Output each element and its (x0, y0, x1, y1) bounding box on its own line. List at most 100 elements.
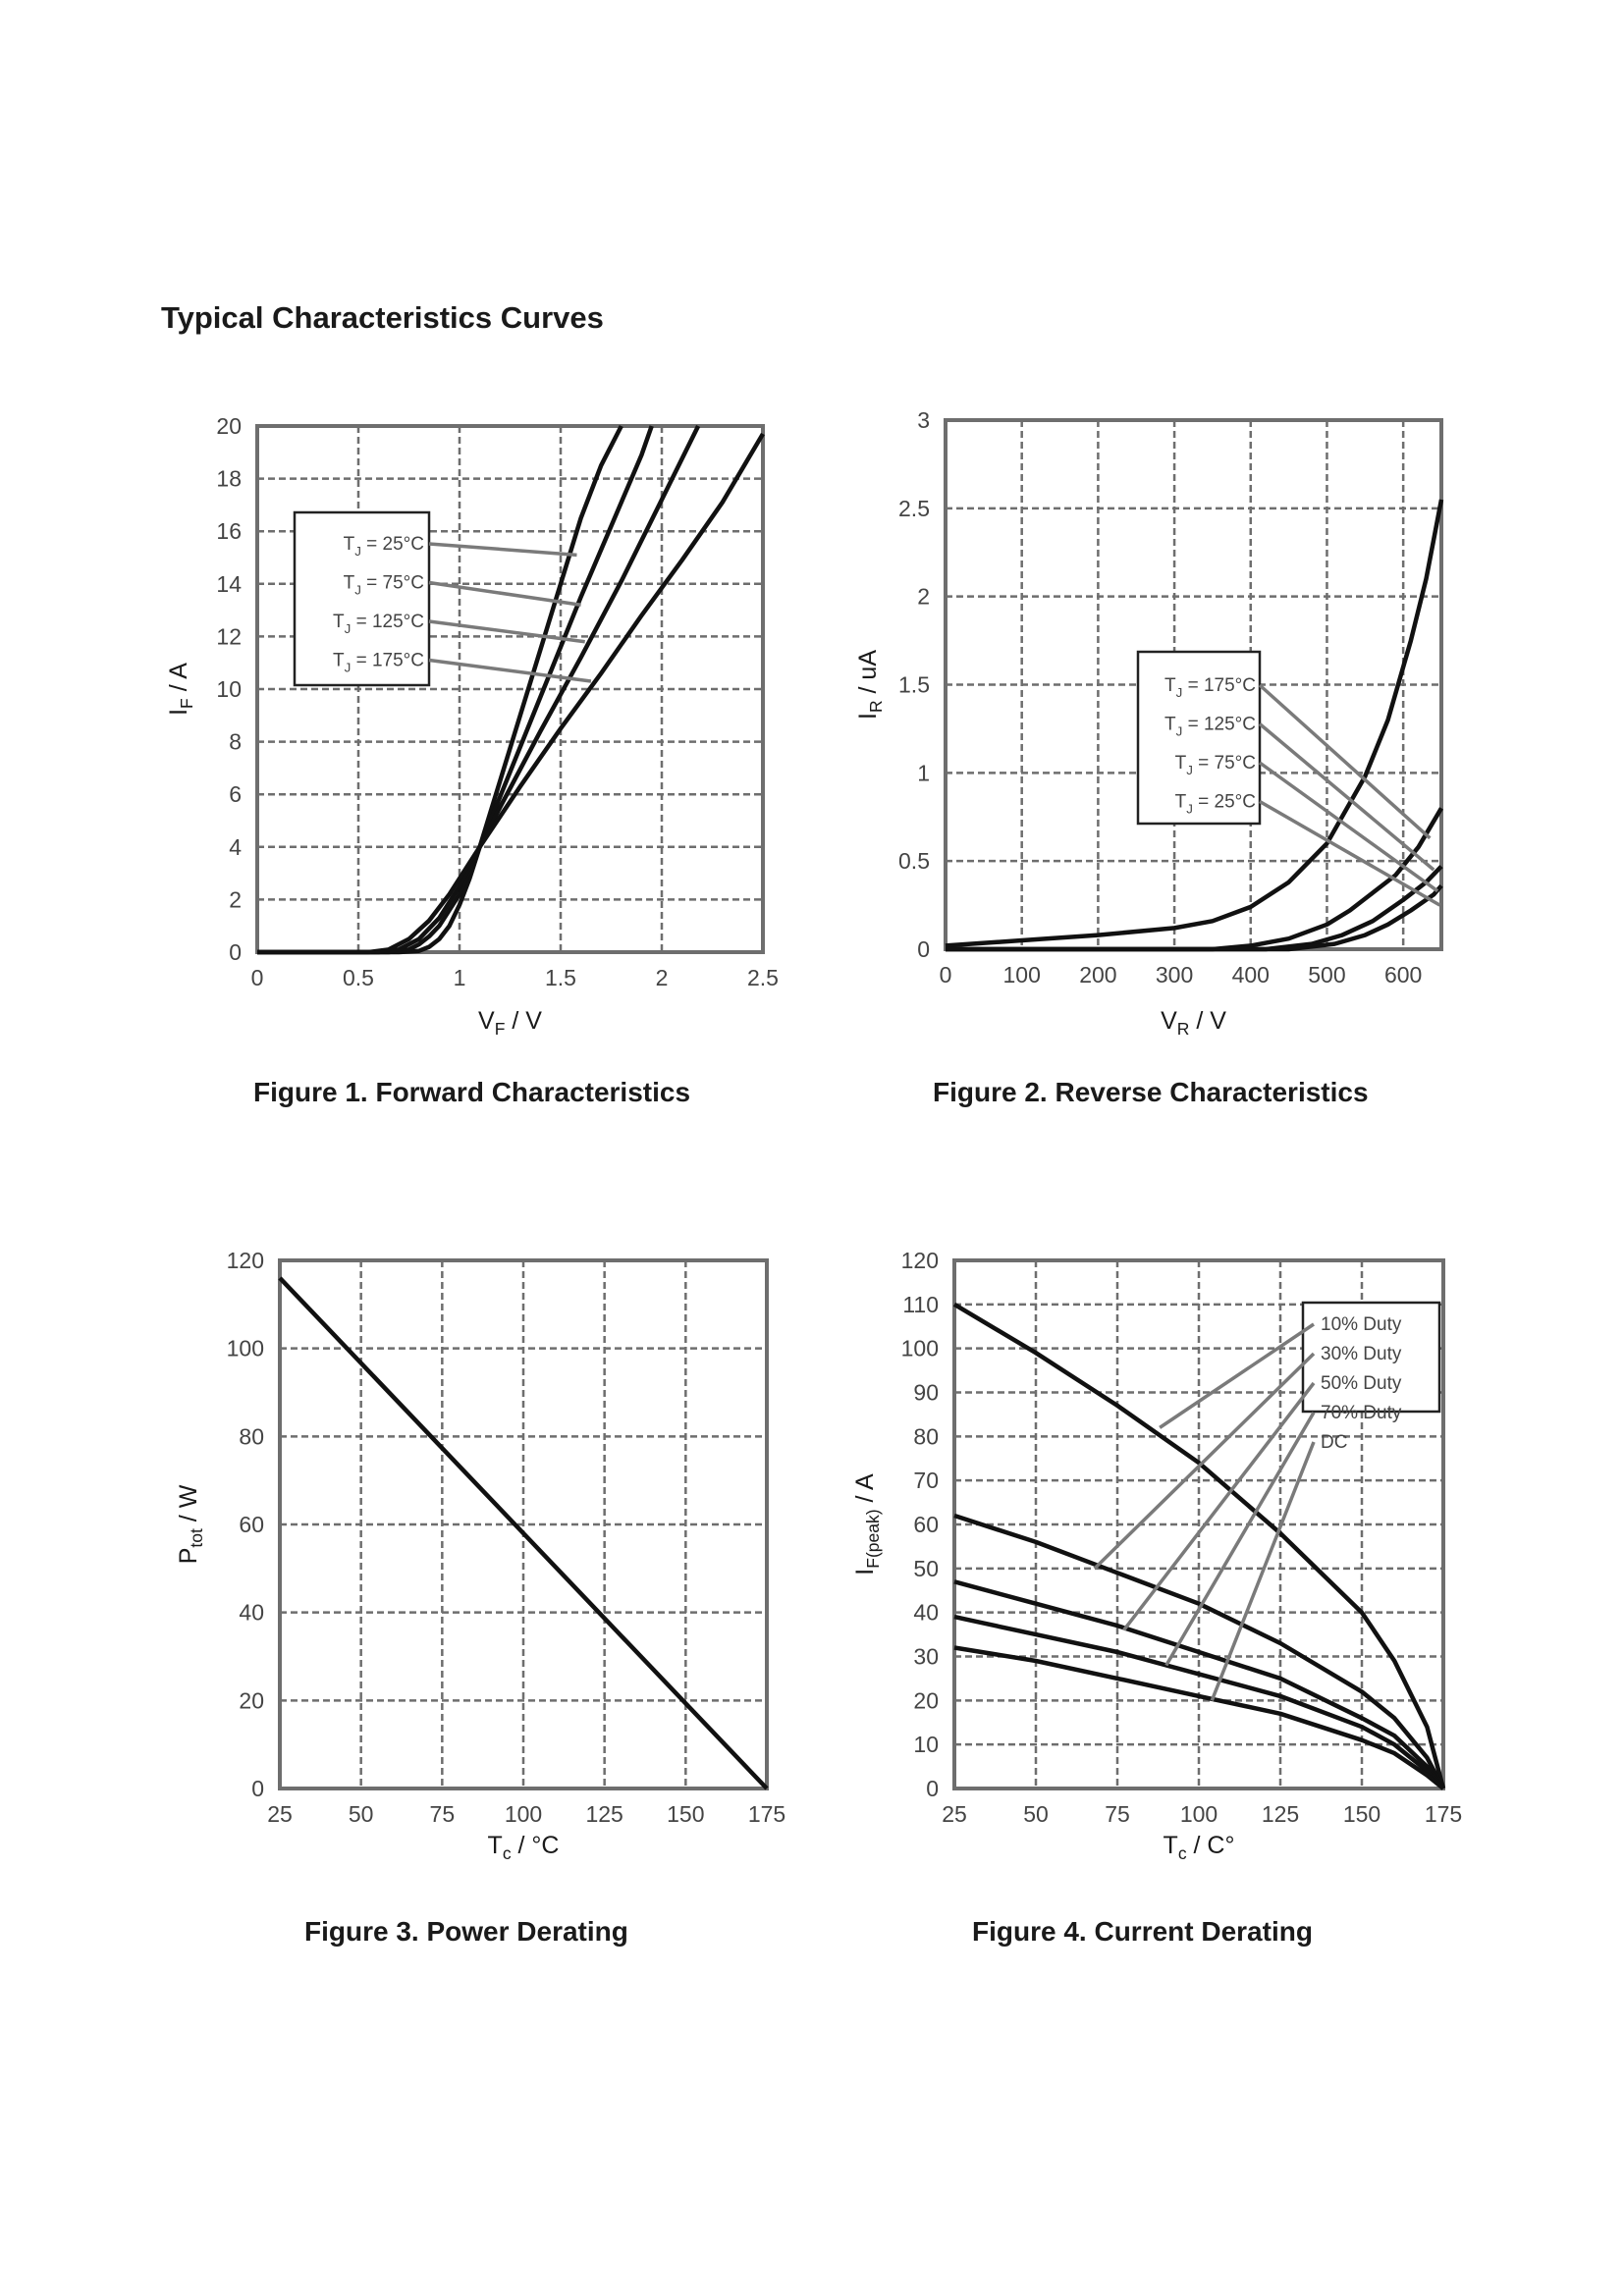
legend-box (1136, 650, 1262, 826)
y-tick-label: 120 (227, 1248, 264, 1273)
series-line (278, 1276, 769, 1790)
y-tick-label: 40 (239, 1600, 264, 1626)
legend-leader-line (1259, 799, 1441, 907)
x-tick-label: 0.5 (343, 965, 374, 990)
y-tick-label: 4 (229, 834, 242, 860)
legend-box (1301, 1301, 1441, 1414)
legend-entry: TJ = 75°C (1175, 753, 1256, 777)
y-tick-label: 100 (227, 1336, 264, 1362)
figure-2-caption: Figure 2. Reverse Characteristics (933, 1077, 1369, 1107)
y-tick-label: 2.5 (898, 496, 930, 521)
x-tick-label: 200 (1079, 962, 1116, 988)
y-tick-label: 110 (902, 1292, 939, 1317)
legend-entry: 70% Duty (1321, 1403, 1402, 1423)
x-tick-label: 2.5 (747, 965, 779, 990)
page-heading: Typical Characteristics Curves (161, 300, 604, 335)
y-tick-label: 2 (917, 584, 930, 610)
y-tick-label: 60 (913, 1512, 939, 1537)
x-tick-label: 25 (942, 1801, 967, 1827)
x-tick-label: 1.5 (545, 965, 576, 990)
x-tick-label: 150 (667, 1801, 704, 1827)
y-tick-label: 0 (917, 936, 930, 962)
y-axis-title: IR / uA (854, 650, 886, 720)
legend-leader-line (1258, 722, 1435, 872)
series-line (953, 1513, 1445, 1790)
x-tick-label: 2 (656, 965, 669, 990)
legend-entry: DC (1321, 1432, 1347, 1453)
legend-entry: 30% Duty (1321, 1344, 1402, 1364)
series-line (953, 1645, 1445, 1790)
figure-1-caption: Figure 1. Forward Characteristics (253, 1077, 691, 1107)
legend-leader-line (1258, 761, 1439, 893)
y-tick-label: 0 (229, 939, 242, 965)
x-tick-label: 300 (1156, 962, 1193, 988)
legend-leader-line (428, 658, 592, 683)
y-tick-label: 90 (913, 1380, 939, 1406)
figure-3-caption: Figure 3. Power Derating (304, 1916, 628, 1947)
y-tick-label: 20 (913, 1687, 939, 1713)
x-tick-label: 75 (1105, 1801, 1130, 1827)
plot-frame (952, 1258, 1445, 1790)
series-line (946, 807, 1443, 952)
y-tick-label: 20 (216, 413, 242, 439)
y-tick-label: 70 (913, 1468, 939, 1493)
power-derating-plot: 25 50 75 100 125 150 175 0 20 40 60 80 100 120 Tc / °C… (175, 1248, 785, 1863)
forward-characteristics-plot: 0 0.5 1 1.5 2 2.5 0 2 4 6 8 10 12 14 16 18 20 VF / V IF / … (165, 413, 779, 1039)
x-axis-title: VR / V (1161, 1007, 1226, 1039)
x-tick-label: 100 (505, 1801, 542, 1827)
power-derating-chart: 25 50 75 100 125 150 175 0 20 40 60 80 100 120 Tc / °C… (0, 1148, 812, 2296)
series-line (952, 1302, 1446, 1789)
legend-entry: TJ = 125°C (1164, 715, 1256, 739)
legend-leader-line (428, 542, 577, 558)
y-tick-label: 8 (229, 729, 242, 755)
y-tick-label: 14 (216, 571, 242, 597)
legend-entry: 50% Duty (1321, 1373, 1402, 1394)
legend-entry: TJ = 25°C (344, 534, 424, 559)
x-tick-label: 175 (1425, 1801, 1462, 1827)
x-axis-title: Tc / °C (488, 1832, 560, 1863)
x-tick-label: 600 (1384, 962, 1422, 988)
current-derating-plot: 25 50 75 100 125 150 175 0 10 20 30 40 50 60 70 80 90 100… (851, 1248, 1462, 1863)
series-line (946, 883, 1443, 952)
y-tick-label: 80 (239, 1423, 264, 1449)
y-tick-label: 40 (913, 1600, 939, 1626)
x-tick-label: 175 (748, 1801, 785, 1827)
y-tick-label: 30 (913, 1644, 939, 1670)
y-tick-label: 12 (216, 623, 242, 649)
y-tick-label: 6 (229, 781, 242, 807)
legend-leader-line (1122, 1381, 1316, 1631)
y-axis-title: IF / A (165, 663, 196, 716)
forward-characteristics-chart: 0 0.5 1 1.5 2 2.5 0 2 4 6 8 10 12 14 16 18 20 VF / V IF / … (0, 0, 812, 1148)
y-tick-label: 0 (926, 1776, 939, 1801)
x-tick-label: 0 (940, 962, 952, 988)
legend-entry: TJ = 175°C (333, 651, 424, 675)
x-tick-label: 1 (454, 965, 466, 990)
legend-entry: TJ = 175°C (1164, 675, 1256, 700)
legend-leader-line (428, 580, 581, 607)
legend-entry: TJ = 25°C (1175, 792, 1256, 817)
series-line (953, 1614, 1445, 1790)
y-tick-label: 0.5 (898, 848, 930, 874)
x-axis-title: Tc / C° (1164, 1832, 1235, 1863)
legend-entry: 10% Duty (1321, 1314, 1402, 1335)
legend-leader-line (1210, 1441, 1316, 1701)
x-tick-label: 0 (251, 965, 264, 990)
y-tick-label: 0 (251, 1776, 264, 1801)
legend-leader-line (1164, 1412, 1316, 1667)
y-tick-label: 50 (913, 1556, 939, 1581)
y-tick-label: 1 (917, 760, 930, 785)
y-tick-label: 10 (216, 676, 242, 702)
series-line (953, 1579, 1445, 1790)
legend-box (293, 510, 431, 687)
current-derating-chart: 25 50 75 100 125 150 175 0 10 20 30 40 50 60 70 80 90 100… (812, 1148, 1624, 2296)
y-tick-label: 120 (901, 1248, 939, 1273)
figure-4-caption: Figure 4. Current Derating (972, 1916, 1313, 1947)
legend-entry: TJ = 75°C (344, 573, 424, 598)
x-axis-title: VF / V (478, 1007, 542, 1039)
x-tick-label: 50 (1023, 1801, 1049, 1827)
reverse-characteristics-chart: 0 100 200 300 400 500 600 0 0.5 1 1.5 2 2.5 3 VR / V IR… (812, 0, 1624, 1148)
x-tick-label: 75 (430, 1801, 456, 1827)
series-line (257, 432, 765, 955)
y-axis-title: Ptot / W (175, 1484, 206, 1564)
y-axis-title: IF(peak) / A (851, 1473, 883, 1575)
